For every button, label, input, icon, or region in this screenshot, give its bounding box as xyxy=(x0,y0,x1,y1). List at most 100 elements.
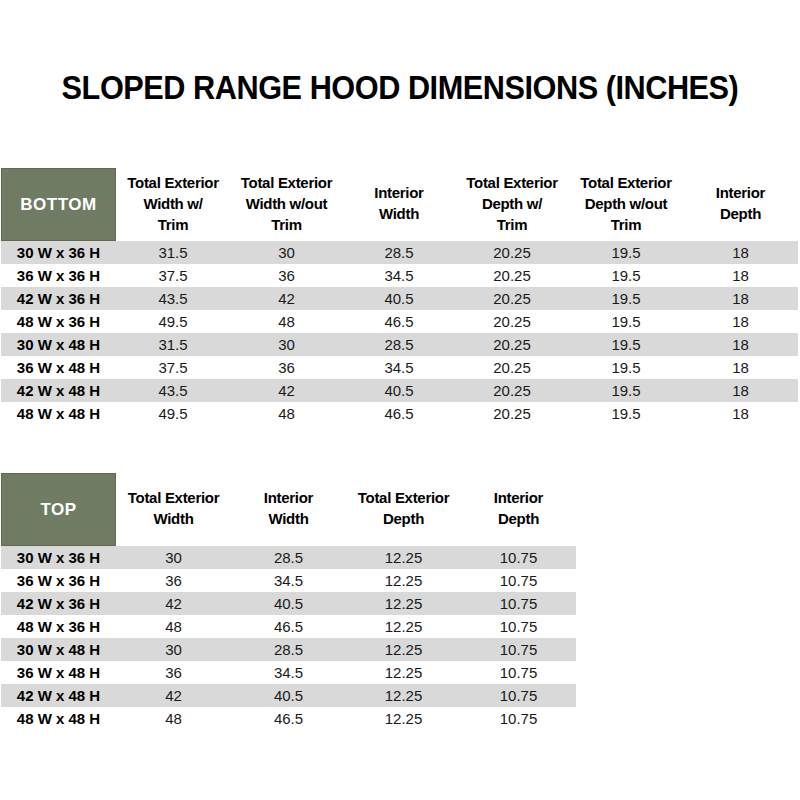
header-row: BOTTOMTotal Exterior Width w/ TrimTotal … xyxy=(1,168,798,241)
dimension-cell: 19.5 xyxy=(569,356,683,379)
dimension-cell: 19.5 xyxy=(569,402,683,425)
row-label: 48 W x 48 H xyxy=(1,707,116,730)
dimension-cell: 48 xyxy=(116,707,231,730)
dimension-cell: 18 xyxy=(683,241,798,264)
dimension-cell: 30 xyxy=(230,241,343,264)
table-row: 42 W x 48 H4240.512.2510.75 xyxy=(1,684,576,707)
page-title: SLOPED RANGE HOOD DIMENSIONS (INCHES) xyxy=(28,69,772,107)
dimension-cell: 30 xyxy=(230,333,343,356)
dimension-cell: 20.25 xyxy=(455,241,569,264)
dimension-cell: 30 xyxy=(116,546,231,569)
row-label: 36 W x 36 H xyxy=(1,264,116,287)
dimension-cell: 10.75 xyxy=(461,546,576,569)
column-header: Total Exterior Depth w/out Trim xyxy=(569,168,683,241)
dimension-cell: 36 xyxy=(230,264,343,287)
dimension-cell: 18 xyxy=(683,333,798,356)
row-label: 48 W x 48 H xyxy=(1,402,116,425)
dimension-cell: 12.25 xyxy=(346,569,461,592)
dimension-cell: 18 xyxy=(683,310,798,333)
dimension-cell: 10.75 xyxy=(461,684,576,707)
dimension-cell: 18 xyxy=(683,402,798,425)
table-row: 36 W x 36 H37.53634.520.2519.518 xyxy=(1,264,798,287)
dimension-cell: 19.5 xyxy=(569,241,683,264)
table-row: 30 W x 48 H31.53028.520.2519.518 xyxy=(1,333,798,356)
dimension-cell: 18 xyxy=(683,287,798,310)
dimension-cell: 10.75 xyxy=(461,569,576,592)
table-row: 48 W x 48 H4846.512.2510.75 xyxy=(1,707,576,730)
row-label: 30 W x 48 H xyxy=(1,333,116,356)
dimension-cell: 40.5 xyxy=(231,684,346,707)
dimension-cell: 10.75 xyxy=(461,592,576,615)
row-label: 30 W x 48 H xyxy=(1,638,116,661)
dimensions-table: TOPTotal Exterior WidthInterior WidthTot… xyxy=(1,473,576,730)
dimension-cell: 28.5 xyxy=(231,546,346,569)
column-header: Interior Depth xyxy=(461,473,576,546)
dimension-cell: 37.5 xyxy=(116,356,230,379)
table-row: 30 W x 36 H31.53028.520.2519.518 xyxy=(1,241,798,264)
dimension-cell: 12.25 xyxy=(346,638,461,661)
dimension-cell: 42 xyxy=(230,287,343,310)
dimension-cell: 10.75 xyxy=(461,707,576,730)
dimension-cell: 20.25 xyxy=(455,287,569,310)
dimension-cell: 46.5 xyxy=(343,402,455,425)
dimension-cell: 20.25 xyxy=(455,264,569,287)
dimension-cell: 48 xyxy=(230,402,343,425)
dimension-cell: 42 xyxy=(116,684,231,707)
dimension-cell: 10.75 xyxy=(461,615,576,638)
dimension-cell: 48 xyxy=(116,615,231,638)
dimension-cell: 36 xyxy=(230,356,343,379)
table-row: 36 W x 48 H37.53634.520.2519.518 xyxy=(1,356,798,379)
table-row: 36 W x 36 H3634.512.2510.75 xyxy=(1,569,576,592)
dimension-cell: 20.25 xyxy=(455,333,569,356)
dimension-cell: 40.5 xyxy=(343,287,455,310)
dimension-cell: 46.5 xyxy=(231,615,346,638)
dimension-cell: 10.75 xyxy=(461,638,576,661)
dimension-cell: 28.5 xyxy=(343,241,455,264)
dimension-cell: 31.5 xyxy=(116,241,230,264)
table-row: 30 W x 48 H3028.512.2510.75 xyxy=(1,638,576,661)
dimension-cell: 18 xyxy=(683,379,798,402)
dimension-cell: 31.5 xyxy=(116,333,230,356)
top-dimensions-table: TOPTotal Exterior WidthInterior WidthTot… xyxy=(1,473,576,730)
dimension-cell: 40.5 xyxy=(231,592,346,615)
dimension-cell: 37.5 xyxy=(116,264,230,287)
dimension-cell: 49.5 xyxy=(116,402,230,425)
dimension-cell: 30 xyxy=(116,638,231,661)
dimension-cell: 18 xyxy=(683,356,798,379)
dimension-cell: 12.25 xyxy=(346,615,461,638)
dimension-cell: 42 xyxy=(116,592,231,615)
column-header: Total Exterior Width w/ Trim xyxy=(116,168,230,241)
table-corner-label: TOP xyxy=(1,473,116,546)
dimension-cell: 43.5 xyxy=(116,379,230,402)
dimension-cell: 49.5 xyxy=(116,310,230,333)
dimension-cell: 28.5 xyxy=(231,638,346,661)
column-header: Total Exterior Width w/out Trim xyxy=(230,168,343,241)
dimension-cell: 43.5 xyxy=(116,287,230,310)
table-row: 36 W x 48 H3634.512.2510.75 xyxy=(1,661,576,684)
dimension-cell: 46.5 xyxy=(231,707,346,730)
table-row: 48 W x 36 H4846.512.2510.75 xyxy=(1,615,576,638)
row-label: 36 W x 48 H xyxy=(1,661,116,684)
table-corner-label: BOTTOM xyxy=(1,168,116,241)
dimension-cell: 19.5 xyxy=(569,264,683,287)
dimension-cell: 20.25 xyxy=(455,402,569,425)
dimension-cell: 20.25 xyxy=(455,310,569,333)
column-header: Total Exterior Width xyxy=(116,473,231,546)
dimension-cell: 34.5 xyxy=(343,356,455,379)
column-header: Interior Width xyxy=(343,168,455,241)
header-row: TOPTotal Exterior WidthInterior WidthTot… xyxy=(1,473,576,546)
dimension-cell: 12.25 xyxy=(346,592,461,615)
table-row: 30 W x 36 H3028.512.2510.75 xyxy=(1,546,576,569)
table-row: 42 W x 36 H4240.512.2510.75 xyxy=(1,592,576,615)
spec-sheet-page: SLOPED RANGE HOOD DIMENSIONS (INCHES) BO… xyxy=(0,0,800,800)
row-label: 48 W x 36 H xyxy=(1,310,116,333)
dimension-cell: 34.5 xyxy=(231,661,346,684)
dimension-cell: 19.5 xyxy=(569,310,683,333)
row-label: 42 W x 48 H xyxy=(1,684,116,707)
row-label: 30 W x 36 H xyxy=(1,546,116,569)
row-label: 48 W x 36 H xyxy=(1,615,116,638)
dimension-cell: 12.25 xyxy=(346,684,461,707)
table-row: 42 W x 48 H43.54240.520.2519.518 xyxy=(1,379,798,402)
dimension-cell: 19.5 xyxy=(569,287,683,310)
table-row: 42 W x 36 H43.54240.520.2519.518 xyxy=(1,287,798,310)
